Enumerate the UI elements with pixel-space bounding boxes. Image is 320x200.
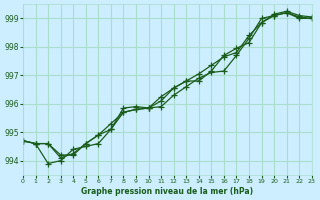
X-axis label: Graphe pression niveau de la mer (hPa): Graphe pression niveau de la mer (hPa)	[81, 187, 253, 196]
